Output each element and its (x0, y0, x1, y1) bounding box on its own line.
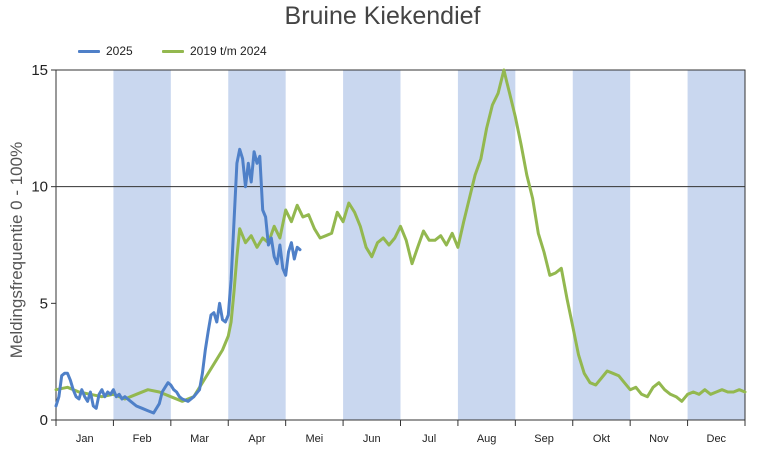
x-tick-label-sep: Sep (534, 433, 554, 445)
legend-label-2019-2024: 2019 t/m 2024 (190, 44, 267, 58)
y-tick-label-15: 15 (31, 62, 48, 79)
y-tick-label-0: 0 (40, 412, 48, 429)
x-tick-label-jun: Jun (363, 433, 381, 445)
x-tick-label-aug: Aug (477, 433, 497, 445)
x-tick-label-okt: Okt (593, 433, 610, 445)
x-tick-label-dec: Dec (707, 433, 727, 445)
x-tick-label-mei: Mei (306, 433, 324, 445)
month-band-jun (343, 70, 401, 420)
x-tick-label-mar: Mar (190, 433, 209, 445)
x-tick-label-jan: Jan (76, 433, 94, 445)
month-band-okt (572, 70, 631, 420)
series-line-2019-2024 (54, 68, 747, 403)
month-band-feb (113, 70, 171, 420)
y-tick-label-5: 5 (40, 295, 48, 312)
y-axis-label: Meldingsfrequentie 0 - 100% (7, 142, 26, 358)
x-tick-label-jul: Jul (422, 433, 436, 445)
month-band-dec (687, 70, 745, 420)
x-tick-label-feb: Feb (133, 433, 152, 445)
x-tick-label-nov: Nov (649, 433, 669, 445)
series-line-2025 (54, 147, 302, 415)
legend-item-2025: 2025 (78, 44, 133, 58)
x-tick-label-apr: Apr (248, 433, 265, 445)
legend-swatch-2025 (78, 49, 100, 53)
legend-swatch-2019-2024 (162, 49, 184, 53)
legend-label-2025: 2025 (106, 44, 133, 58)
chart-title: Bruine Kiekendief (284, 2, 481, 30)
legend-item-2019-2024: 2019 t/m 2024 (162, 44, 267, 58)
y-tick-label-10: 10 (31, 179, 48, 196)
